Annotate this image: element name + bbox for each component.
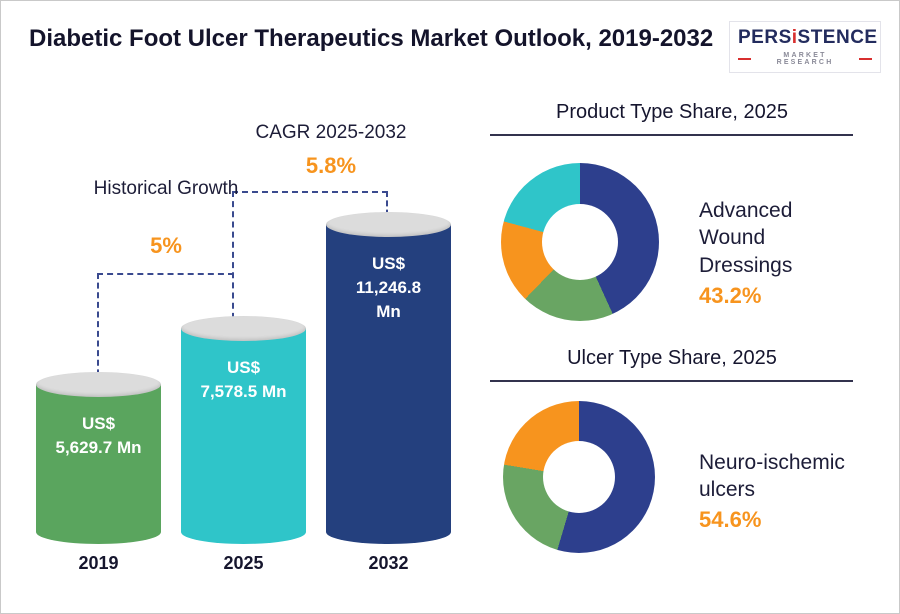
product-type-highlight-value: 43.2% <box>699 283 762 308</box>
bar-2025-value: US$ 7,578.5 Mn <box>200 358 287 401</box>
bar-2025-top-ellipse <box>181 316 306 341</box>
bar-2019-value: US$ 5,629.7 Mn <box>55 414 142 457</box>
axis-label-2025: 2025 <box>223 553 264 573</box>
bar-2019-top-ellipse <box>36 372 161 397</box>
axis-label-2019: 2019 <box>78 553 119 573</box>
axis-label-2032: 2032 <box>368 553 409 573</box>
historical-growth-label: Historical Growth <box>93 178 239 199</box>
cagr-label: CAGR 2025-2032 <box>255 122 407 143</box>
product-type-highlight-label: Advanced Wound Dressings <box>699 199 793 277</box>
logo-wordmark: PERSiSTENCE <box>738 27 877 49</box>
bar-2019: US$ 5,629.7 Mn <box>36 372 161 544</box>
product-type-donut-chart <box>501 163 659 321</box>
product-type-donut-hole <box>542 204 618 280</box>
historical-growth-value: 5% <box>150 233 182 258</box>
ulcer-type-highlight-value: 54.6% <box>699 507 762 532</box>
ulcer-type-share-rule <box>490 380 853 382</box>
dashed-connector-vertical-2019 <box>97 273 99 385</box>
bar-2025: US$ 7,578.5 Mn <box>181 316 306 544</box>
persistence-logo: PERSiSTENCE MARKET RESEARCH <box>729 21 881 73</box>
product-type-share-heading: Product Type Share, 2025 <box>555 101 788 123</box>
page-title: Diabetic Foot Ulcer Therapeutics Market … <box>29 25 714 52</box>
logo-rule-right <box>858 58 873 60</box>
logo-text-prefix: PERS <box>738 27 792 48</box>
logo-subtitle: MARKET RESEARCH <box>776 52 834 66</box>
dashed-connector-vertical-2032 <box>386 191 388 225</box>
logo-subtitle-row: MARKET RESEARCH <box>738 52 873 66</box>
dashed-connector-vertical-2025 <box>232 191 234 329</box>
bar-2032: US$ 11,246.8 Mn <box>326 212 451 544</box>
dashed-connector-horizontal-cagr <box>232 191 388 193</box>
dashed-connector-horizontal-historical <box>97 273 234 275</box>
ulcer-type-highlight-label: Neuro-ischemic ulcers <box>699 451 845 502</box>
bar-2032-top-ellipse <box>326 212 451 237</box>
bar-2032-value: US$ 11,246.8 Mn <box>355 254 422 321</box>
ulcer-type-donut-hole <box>543 441 615 513</box>
ulcer-type-share-heading: Ulcer Type Share, 2025 <box>567 347 777 369</box>
logo-text-accent: i <box>791 27 798 48</box>
ulcer-type-donut-chart <box>503 401 655 553</box>
cagr-value: 5.8% <box>305 153 357 178</box>
product-type-share-rule <box>490 134 853 136</box>
logo-text-suffix: STENCE <box>797 27 878 48</box>
logo-rule-left <box>738 58 752 60</box>
